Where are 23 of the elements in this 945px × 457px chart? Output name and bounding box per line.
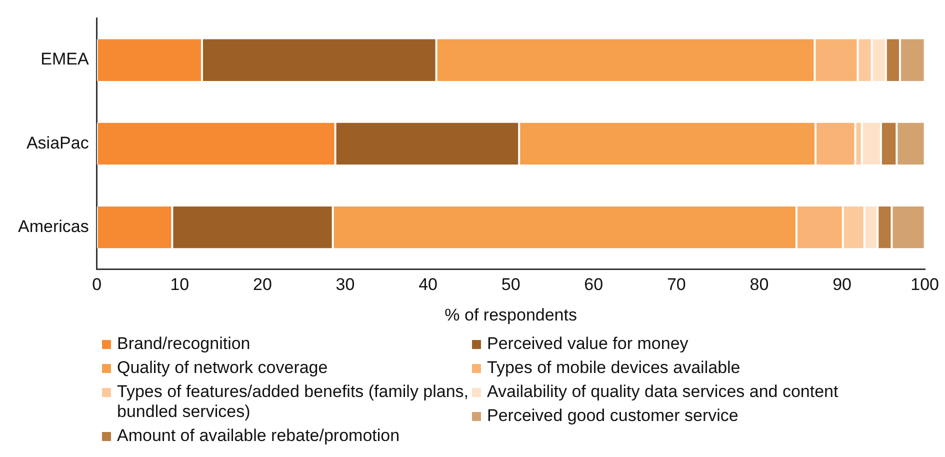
x-tick-label: 0 xyxy=(92,275,102,294)
y-tick-label: Americas xyxy=(18,217,89,236)
x-axis-title: % of respondents xyxy=(444,305,577,324)
legend-label: Quality of network coverage xyxy=(117,358,328,378)
x-tick-label: 40 xyxy=(418,275,438,294)
x-tick-label: 20 xyxy=(252,275,272,294)
y-tick-label: EMEA xyxy=(40,50,90,69)
y-tick-label: AsiaPac xyxy=(26,133,90,152)
x-tick-label: 50 xyxy=(501,275,520,294)
legend-label: Types of features/added benefits (family plans, bundled services) xyxy=(117,382,470,422)
legend-label: Amount of available rebate/promotion xyxy=(117,426,400,446)
legend-label: Availability of quality data services and content xyxy=(487,382,838,402)
x-tick-label: 90 xyxy=(832,275,852,294)
legend-label: Types of mobile devices available xyxy=(487,358,740,378)
legend-label: Brand/recognition xyxy=(117,334,250,354)
x-tick-label: 30 xyxy=(336,275,355,294)
x-tick-label: 10 xyxy=(170,275,190,294)
legend-label: Perceived good customer service xyxy=(487,406,738,426)
x-tick-label: 60 xyxy=(584,275,604,294)
x-tick-label: 70 xyxy=(666,275,686,294)
x-tick-label: 100 xyxy=(910,275,940,294)
legend-label: Perceived value for money xyxy=(487,334,688,354)
x-tick-label: 80 xyxy=(750,275,769,294)
